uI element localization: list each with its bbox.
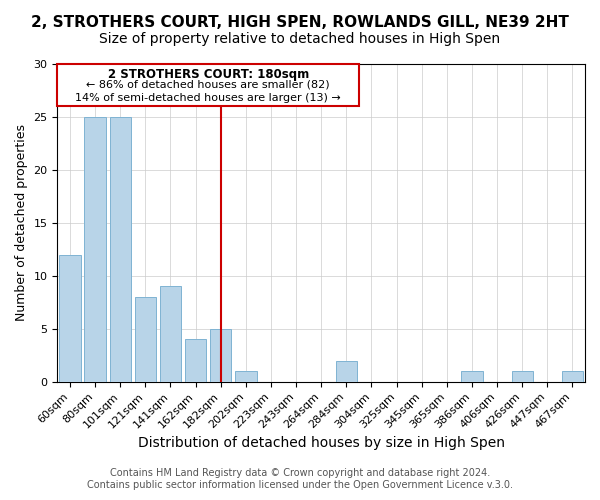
Bar	[59, 254, 80, 382]
Bar	[110, 117, 131, 382]
Bar	[461, 371, 482, 382]
FancyBboxPatch shape	[58, 64, 359, 106]
Text: Contains HM Land Registry data © Crown copyright and database right 2024.
Contai: Contains HM Land Registry data © Crown c…	[87, 468, 513, 490]
Text: 2 STROTHERS COURT: 180sqm: 2 STROTHERS COURT: 180sqm	[107, 68, 309, 81]
Bar	[85, 117, 106, 382]
Bar	[562, 371, 583, 382]
Text: Size of property relative to detached houses in High Spen: Size of property relative to detached ho…	[100, 32, 500, 46]
Bar	[335, 360, 357, 382]
Bar	[160, 286, 181, 382]
Bar	[185, 340, 206, 382]
Text: 14% of semi-detached houses are larger (13) →: 14% of semi-detached houses are larger (…	[75, 92, 341, 102]
Bar	[210, 329, 232, 382]
Bar	[134, 297, 156, 382]
Bar	[235, 371, 257, 382]
X-axis label: Distribution of detached houses by size in High Spen: Distribution of detached houses by size …	[138, 436, 505, 450]
Y-axis label: Number of detached properties: Number of detached properties	[15, 124, 28, 322]
Bar	[512, 371, 533, 382]
Text: ← 86% of detached houses are smaller (82): ← 86% of detached houses are smaller (82…	[86, 80, 330, 90]
Text: 2, STROTHERS COURT, HIGH SPEN, ROWLANDS GILL, NE39 2HT: 2, STROTHERS COURT, HIGH SPEN, ROWLANDS …	[31, 15, 569, 30]
